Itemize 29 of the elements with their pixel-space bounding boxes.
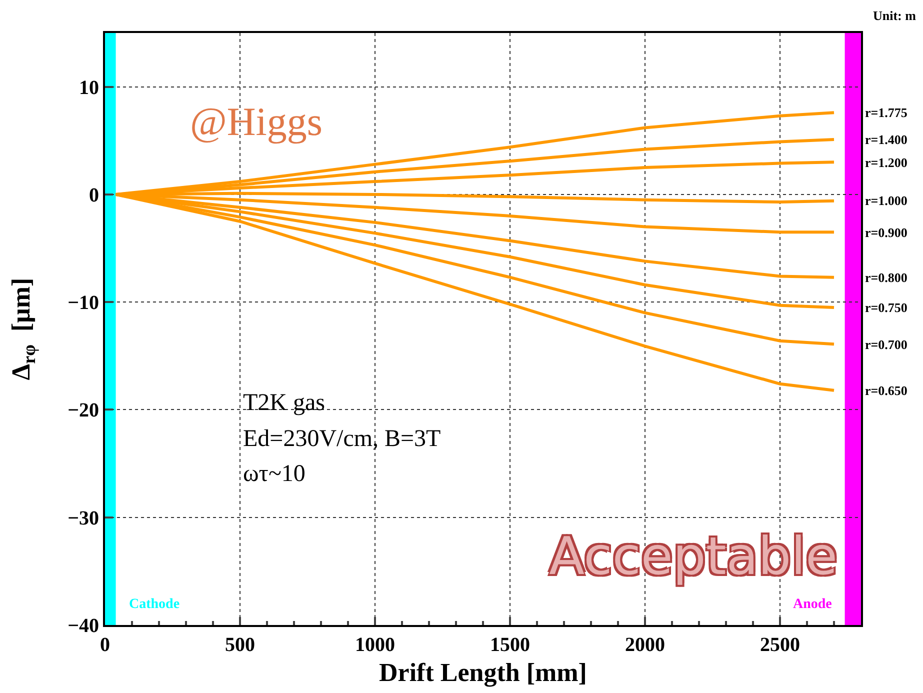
x-axis-title: Drift Length [mm] [379,658,587,688]
y-tick-label: −30 [68,507,99,530]
x-tick-label: 500 [225,634,255,656]
x-tick-label: 1500 [490,634,530,656]
band-label: Cathode [129,597,180,612]
text: Unit: m [873,8,916,23]
band-label: Anode [793,597,832,612]
text: r=1.775 [865,105,908,120]
text: r=0.900 [865,225,908,240]
y-tick-label: −40 [68,615,99,637]
y-tick-label: −20 [68,400,99,422]
x-tick-label: 2500 [760,634,800,656]
text: r=1.400 [865,132,908,147]
text: r=1.000 [865,193,908,208]
text: r=0.650 [865,383,908,398]
annotation: Ed=230V/cm, B=3T [243,426,442,452]
x-tick-label: 2000 [625,634,665,656]
annotation: ωτ~10 [243,461,306,487]
y-tick-label: −10 [68,292,99,314]
annotation: @Higgs [190,99,322,144]
text: r=0.750 [865,300,908,315]
y-tick-label: 0 [89,184,99,206]
x-tick-label: 1000 [355,634,395,656]
text: r=1.200 [865,155,908,170]
annotation: Acceptable [549,527,838,587]
annotation: T2K gas [243,390,325,416]
text: r=0.700 [865,337,908,352]
y-tick-label: 10 [79,76,99,99]
text: r=0.800 [865,270,908,285]
